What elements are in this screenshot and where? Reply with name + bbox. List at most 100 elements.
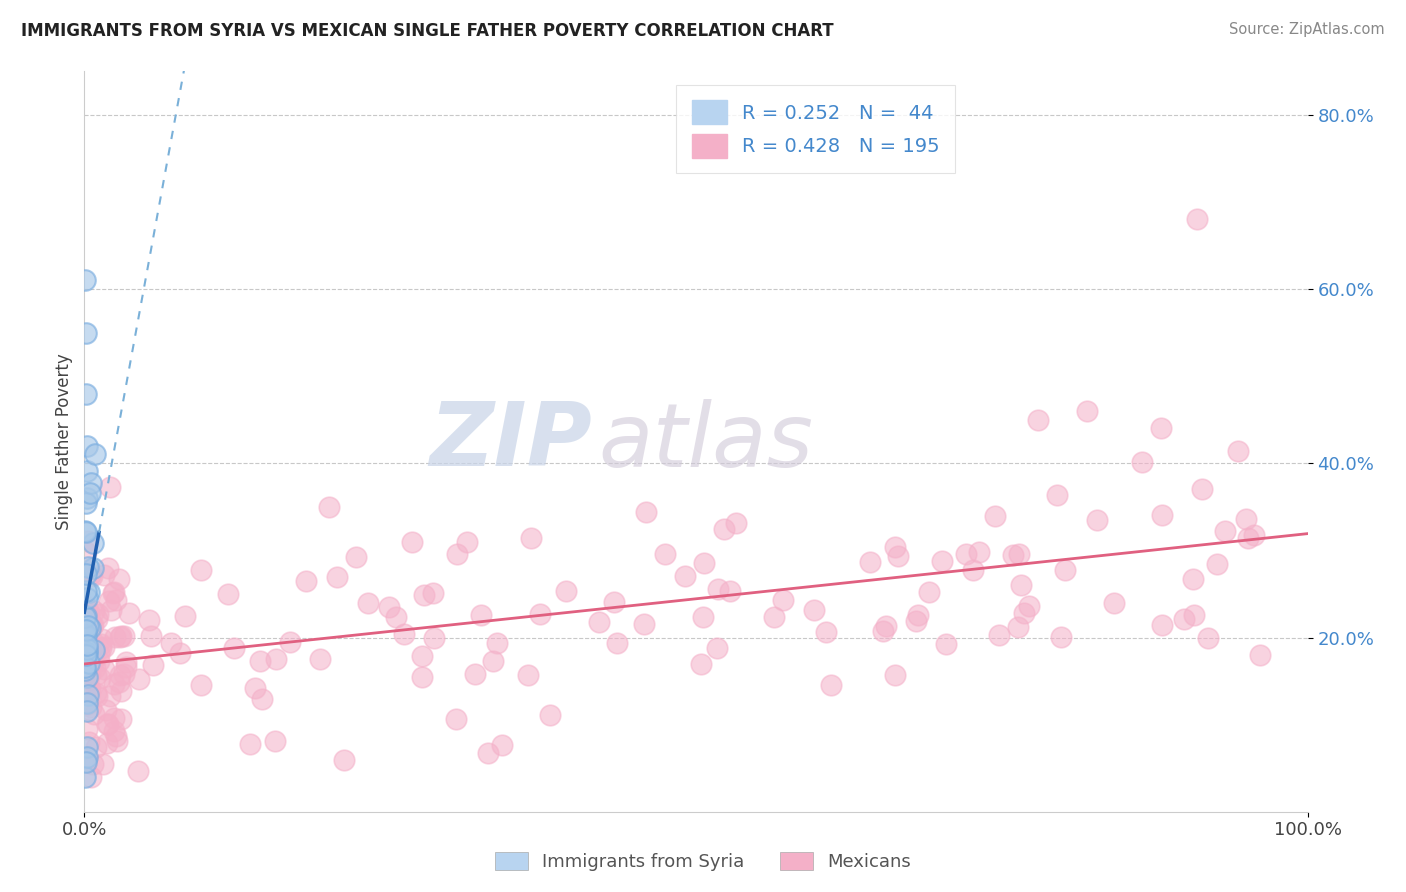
Point bbox=[422, 631, 444, 645]
Point bbox=[76, 739, 98, 754]
Point bbox=[689, 657, 711, 672]
Point bbox=[555, 583, 578, 598]
Point bbox=[75, 609, 97, 624]
Point bbox=[904, 614, 927, 628]
Point bbox=[96, 736, 118, 750]
Point bbox=[385, 610, 408, 624]
Point bbox=[1008, 547, 1031, 561]
Point bbox=[79, 566, 101, 581]
Point bbox=[75, 496, 97, 510]
Point bbox=[80, 568, 103, 582]
Point bbox=[104, 631, 127, 645]
Point bbox=[76, 723, 98, 737]
Point bbox=[83, 707, 105, 722]
Point bbox=[90, 637, 112, 651]
Point bbox=[103, 677, 125, 691]
Text: IMMIGRANTS FROM SYRIA VS MEXICAN SINGLE FATHER POVERTY CORRELATION CHART: IMMIGRANTS FROM SYRIA VS MEXICAN SINGLE … bbox=[21, 22, 834, 40]
Point bbox=[103, 584, 125, 599]
Point bbox=[1173, 612, 1195, 626]
Point bbox=[1087, 513, 1109, 527]
Point bbox=[90, 632, 112, 647]
Point bbox=[76, 695, 98, 709]
Point bbox=[84, 668, 107, 682]
Point bbox=[87, 654, 110, 668]
Point bbox=[378, 599, 401, 614]
Point bbox=[516, 668, 538, 682]
Point bbox=[413, 588, 436, 602]
Point bbox=[295, 574, 318, 589]
Point bbox=[110, 630, 132, 644]
Point bbox=[79, 621, 101, 635]
Point bbox=[1191, 482, 1213, 496]
Point bbox=[422, 586, 444, 600]
Point bbox=[75, 386, 97, 401]
Point bbox=[693, 556, 716, 570]
Point bbox=[84, 686, 107, 700]
Point bbox=[918, 585, 941, 599]
Point bbox=[77, 735, 100, 749]
Point bbox=[101, 586, 124, 600]
Point bbox=[76, 634, 98, 648]
Point bbox=[190, 563, 212, 577]
Point bbox=[75, 525, 97, 540]
Point bbox=[239, 737, 262, 751]
Point bbox=[872, 624, 894, 638]
Point bbox=[1007, 620, 1029, 634]
Point bbox=[1249, 648, 1271, 663]
Point bbox=[470, 607, 492, 622]
Point bbox=[79, 665, 101, 680]
Point bbox=[103, 711, 125, 725]
Legend: R = 0.252   N =  44, R = 0.428   N = 195: R = 0.252 N = 44, R = 0.428 N = 195 bbox=[676, 85, 955, 173]
Point bbox=[538, 708, 561, 723]
Point bbox=[138, 613, 160, 627]
Point bbox=[962, 563, 984, 577]
Point bbox=[1053, 563, 1076, 577]
Text: Source: ZipAtlas.com: Source: ZipAtlas.com bbox=[1229, 22, 1385, 37]
Point bbox=[264, 734, 287, 748]
Point bbox=[446, 547, 468, 561]
Point bbox=[76, 464, 98, 478]
Point bbox=[91, 757, 114, 772]
Point bbox=[97, 717, 120, 731]
Point bbox=[76, 673, 98, 687]
Point bbox=[79, 604, 101, 618]
Point bbox=[884, 540, 907, 554]
Point bbox=[1049, 631, 1071, 645]
Point bbox=[318, 500, 340, 515]
Point bbox=[82, 635, 104, 649]
Point bbox=[93, 640, 115, 654]
Point bbox=[76, 704, 98, 718]
Point bbox=[110, 684, 132, 698]
Point bbox=[76, 646, 98, 660]
Point bbox=[75, 273, 97, 287]
Point bbox=[96, 716, 118, 731]
Point bbox=[174, 608, 197, 623]
Point bbox=[988, 628, 1011, 642]
Point bbox=[75, 648, 97, 662]
Point bbox=[108, 675, 131, 690]
Point bbox=[100, 480, 122, 494]
Point bbox=[118, 606, 141, 620]
Point bbox=[217, 587, 239, 601]
Point bbox=[115, 655, 138, 669]
Point bbox=[1237, 531, 1260, 545]
Point bbox=[1243, 528, 1265, 542]
Point bbox=[464, 666, 486, 681]
Point bbox=[80, 619, 103, 633]
Point bbox=[127, 764, 149, 778]
Point bbox=[76, 646, 98, 660]
Point bbox=[308, 651, 330, 665]
Point bbox=[278, 635, 301, 649]
Point bbox=[169, 646, 191, 660]
Point bbox=[955, 547, 977, 561]
Point bbox=[1181, 572, 1204, 586]
Point bbox=[76, 697, 98, 711]
Point bbox=[104, 729, 127, 743]
Point bbox=[1010, 577, 1032, 591]
Point bbox=[80, 648, 103, 663]
Point bbox=[73, 629, 96, 643]
Point bbox=[1150, 618, 1173, 632]
Point bbox=[75, 753, 97, 767]
Point bbox=[456, 535, 478, 549]
Point bbox=[75, 326, 97, 340]
